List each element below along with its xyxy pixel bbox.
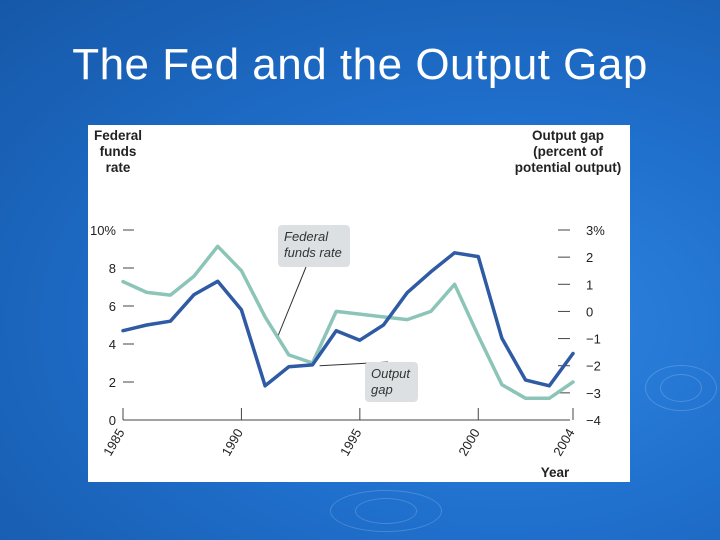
chart-panel: Federal funds rate Output gap (percent of po… <box>88 125 630 482</box>
callout-output-gap-text: Output <box>371 366 411 381</box>
left-tick-label: 2 <box>109 375 116 390</box>
right-tick-label: −4 <box>586 413 601 428</box>
output-gap-line <box>121 244 575 401</box>
callout-output-gap-text: gap <box>371 382 393 397</box>
x-tick-label: 1990 <box>219 426 246 459</box>
left-tick-label: 10% <box>90 223 116 238</box>
slide-title: The Fed and the Output Gap <box>72 40 648 89</box>
left-axis-title-line: rate <box>106 160 131 175</box>
left-tick-label: 6 <box>109 299 116 314</box>
left-tick-label: 0 <box>109 413 116 428</box>
callout-federal-funds-rate-text: funds rate <box>284 245 342 260</box>
x-tick-label: 1985 <box>100 426 127 459</box>
right-tick-label: −1 <box>586 332 601 347</box>
left-tick-label: 8 <box>109 261 116 276</box>
decorative-ripple <box>330 490 442 532</box>
right-tick-label: −3 <box>586 386 601 401</box>
x-tick-label: 2000 <box>455 426 482 459</box>
x-tick-label: 1995 <box>337 426 364 459</box>
callout-federal-funds-rate-text: Federal <box>284 229 329 244</box>
right-tick-label: 1 <box>586 277 593 292</box>
callout-federal-funds-rate-leader <box>276 266 307 339</box>
decorative-ripple <box>660 374 702 402</box>
left-axis-title-line: Federal <box>94 128 142 143</box>
right-tick-label: −2 <box>586 359 601 374</box>
right-tick-label: 3% <box>586 223 605 238</box>
right-tick-label: 0 <box>586 304 593 319</box>
x-tick-label: 2004 <box>550 426 577 459</box>
left-tick-label: 4 <box>109 337 116 352</box>
series-lines <box>121 244 575 401</box>
right-tick-label: 2 <box>586 250 593 265</box>
left-axis-title-line: funds <box>100 144 137 159</box>
right-axis-title-line: Output gap <box>532 128 604 143</box>
tick-marks <box>122 229 574 421</box>
decorative-ripple <box>645 365 717 411</box>
decorative-ripple <box>355 498 417 524</box>
x-axis-title: Year <box>541 465 570 480</box>
callout-federal-funds-rate-box <box>278 225 350 267</box>
federal-funds-rate-line <box>121 251 575 388</box>
right-axis-title-line: potential output) <box>515 160 621 175</box>
callout-output-gap-box <box>365 362 418 402</box>
right-axis-title-line: (percent of <box>533 144 603 159</box>
